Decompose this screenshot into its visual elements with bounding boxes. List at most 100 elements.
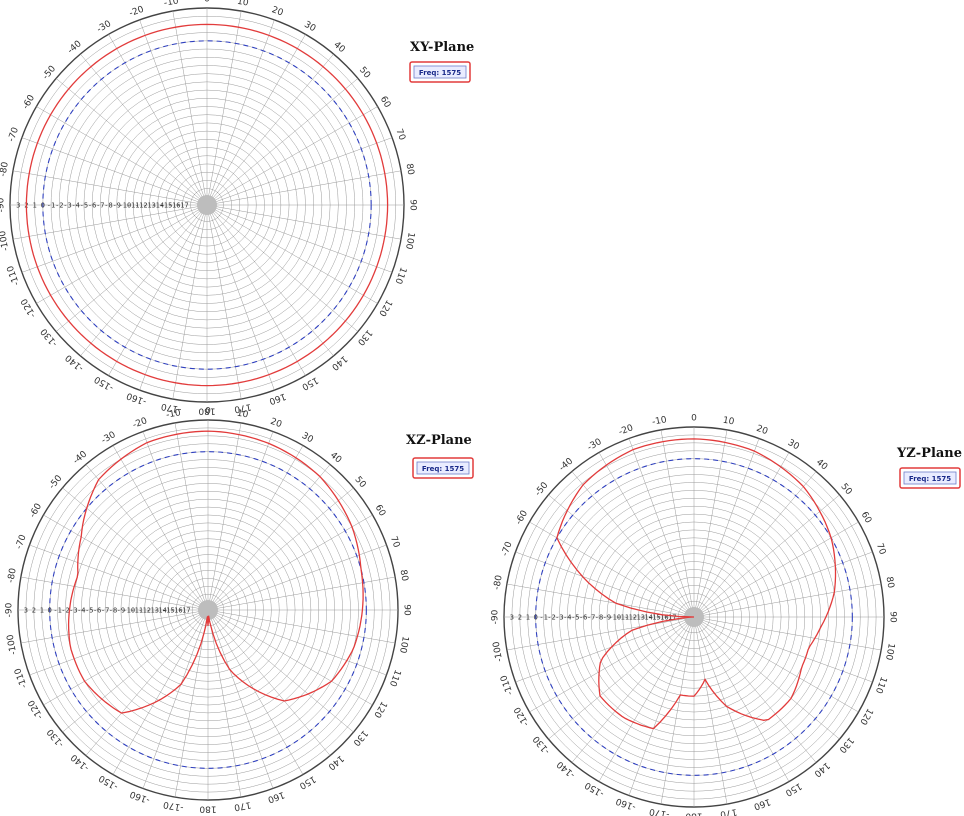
radial-tick-label: -6	[88, 202, 96, 210]
angle-tick-label: -70	[14, 533, 29, 550]
plane-title: YZ-Plane	[896, 446, 962, 461]
radial-tick-label: -7	[101, 607, 109, 615]
angle-tick-label: 30	[300, 431, 315, 446]
angle-tick-label: 110	[873, 675, 888, 695]
radial-tick-label: 0	[48, 607, 52, 615]
radial-tick-label: 1	[40, 607, 44, 615]
legend-freq-label: Freq: 1575	[422, 465, 464, 473]
angle-tick-label: 70	[393, 128, 406, 142]
angle-tick-label: -20	[617, 423, 634, 438]
angle-tick-label: 140	[329, 353, 349, 372]
grid-spoke	[206, 204, 275, 391]
angle-tick-label: 180	[685, 811, 702, 816]
angle-tick-label: 20	[269, 417, 283, 430]
grid-spoke	[207, 609, 373, 706]
angle-tick-label: 40	[328, 450, 343, 465]
grid-spoke	[207, 609, 387, 676]
angle-tick-label: 90	[408, 199, 418, 211]
radial-tick-label: 3	[510, 614, 514, 622]
radial-tick-label: -10	[119, 202, 132, 210]
radial-tick-label: -2	[547, 614, 555, 622]
radial-tick-label: 0	[534, 614, 538, 622]
angle-tick-label: 60	[378, 95, 393, 110]
radial-tick-label: -17	[176, 202, 189, 210]
center-hub	[198, 600, 218, 620]
radial-tick-label: 2	[32, 607, 36, 615]
angle-tick-label: -150	[583, 779, 606, 798]
radial-tick-label: -3	[69, 607, 77, 615]
radial-tick-label: -4	[77, 607, 85, 615]
reference-ring	[49, 451, 367, 769]
grid-spoke	[207, 514, 373, 611]
radial-tick-label: -2	[61, 607, 69, 615]
reference-ring	[535, 458, 853, 776]
angle-tick-label: 20	[270, 5, 284, 18]
grid-spoke	[206, 78, 359, 206]
angle-tick-label: -80	[6, 567, 18, 583]
grid-spoke	[139, 19, 208, 206]
legend-swatch	[903, 471, 957, 485]
grid-spoke	[206, 204, 378, 304]
radial-tick-label: -5	[571, 614, 579, 622]
radial-tick-label: -11	[127, 202, 140, 210]
radial-tick-label: -14	[151, 202, 164, 210]
angle-tick-label: 110	[387, 668, 402, 688]
legend-swatch	[413, 65, 467, 79]
angle-tick-label: 90	[402, 604, 412, 616]
radial-tick-label: -15	[160, 202, 173, 210]
grid-spoke	[693, 616, 873, 683]
radial-tick-label: -8	[109, 607, 117, 615]
angle-tick-label: -80	[492, 574, 504, 590]
grid-spoke	[206, 204, 306, 376]
legend-freq-label: Freq: 1575	[909, 475, 951, 483]
radial-tick-label: -11	[130, 607, 143, 615]
radial-tick-label: -10	[608, 614, 621, 622]
angle-tick-label: 100	[883, 642, 896, 661]
angle-tick-label: 170	[233, 401, 252, 414]
angle-tick-label: -100	[492, 640, 505, 662]
grid-spoke	[598, 452, 695, 618]
grid-spoke	[139, 204, 208, 391]
grid-spoke	[515, 551, 695, 618]
radial-tick-label: -13	[632, 614, 645, 622]
grid-spoke	[85, 464, 209, 611]
grid-spoke	[207, 609, 274, 789]
angle-tick-label: -70	[500, 540, 515, 557]
angle-tick-label: 60	[373, 503, 388, 518]
angle-tick-label: 30	[786, 438, 801, 453]
grid-spoke	[693, 452, 790, 618]
grid-spoke	[206, 53, 334, 206]
angle-tick-label: -170	[648, 806, 670, 816]
reference-ring	[42, 40, 372, 370]
angle-tick-label: 140	[812, 760, 832, 779]
grid-spoke	[29, 544, 209, 611]
angle-tick-label: -70	[7, 126, 22, 143]
radial-tick-label: -9	[117, 607, 125, 615]
radial-tick-label: -4	[563, 614, 571, 622]
polar-chart-xy-plane: 0102030405060708090100110120130140150160…	[0, 0, 418, 416]
radial-tick-label: -6	[93, 607, 101, 615]
grid-spoke	[36, 106, 208, 206]
angle-tick-label: 80	[403, 163, 415, 176]
radial-tick-label: -14	[154, 607, 167, 615]
polar-chart-yz-plane: 0 102030405060708090100110120130140150160…	[491, 414, 898, 816]
grid-spoke	[693, 521, 859, 618]
grid-spoke	[207, 609, 304, 775]
angle-tick-label: 170	[719, 806, 738, 816]
angle-tick-label: 50	[353, 475, 368, 490]
radial-tick-label: -12	[624, 614, 637, 622]
radial-tick-label: -17	[178, 607, 191, 615]
angle-tick-label: 90	[888, 611, 898, 623]
pattern-series-line	[67, 430, 364, 714]
grid-spoke	[571, 616, 695, 763]
grid-spoke	[207, 445, 304, 611]
grid-spoke	[206, 204, 334, 357]
grid-spoke	[548, 616, 695, 740]
grid-spoke	[693, 616, 790, 782]
angle-tick-label: -90	[491, 609, 501, 624]
angle-tick-label: -10	[163, 0, 179, 9]
grid-spoke	[36, 204, 208, 304]
grid-spoke	[85, 609, 209, 756]
angle-tick-label: 80	[884, 576, 896, 589]
grid-spoke	[693, 551, 873, 618]
